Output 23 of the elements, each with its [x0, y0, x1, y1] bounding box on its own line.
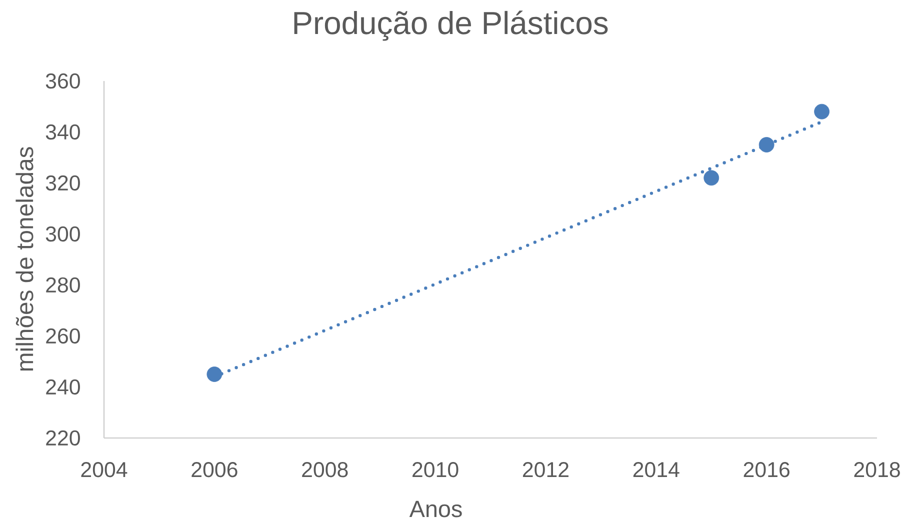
chart-title: Produção de Plásticos	[294, 10, 608, 41]
point	[814, 104, 830, 120]
x-tick-label: 2010	[412, 462, 458, 478]
y-tick-label: 280	[46, 277, 80, 293]
x-axis-title: Anos	[409, 500, 462, 518]
point	[206, 366, 222, 382]
y-tick-label: 340	[46, 124, 80, 140]
x-tick-label: 2018	[854, 462, 900, 478]
point	[704, 170, 720, 186]
x-tick-label: 2016	[744, 462, 790, 478]
y-tick-label: 220	[46, 430, 80, 446]
x-tick-label: 2004	[81, 462, 128, 478]
y-tick-label: 300	[46, 226, 80, 242]
x-tick-label: 2014	[633, 462, 680, 478]
x-tick-label: 2008	[302, 462, 348, 478]
y-tick-label: 320	[46, 175, 80, 191]
y-tick-label: 360	[46, 73, 80, 89]
x-tick-label: 2012	[522, 462, 568, 478]
x-tick-label: 2006	[192, 462, 238, 478]
y-tick-label: 260	[46, 328, 80, 344]
point	[758, 137, 774, 152]
y-axis-title: milhões de toneladas	[16, 147, 34, 371]
y-tick-label: 240	[46, 379, 80, 395]
